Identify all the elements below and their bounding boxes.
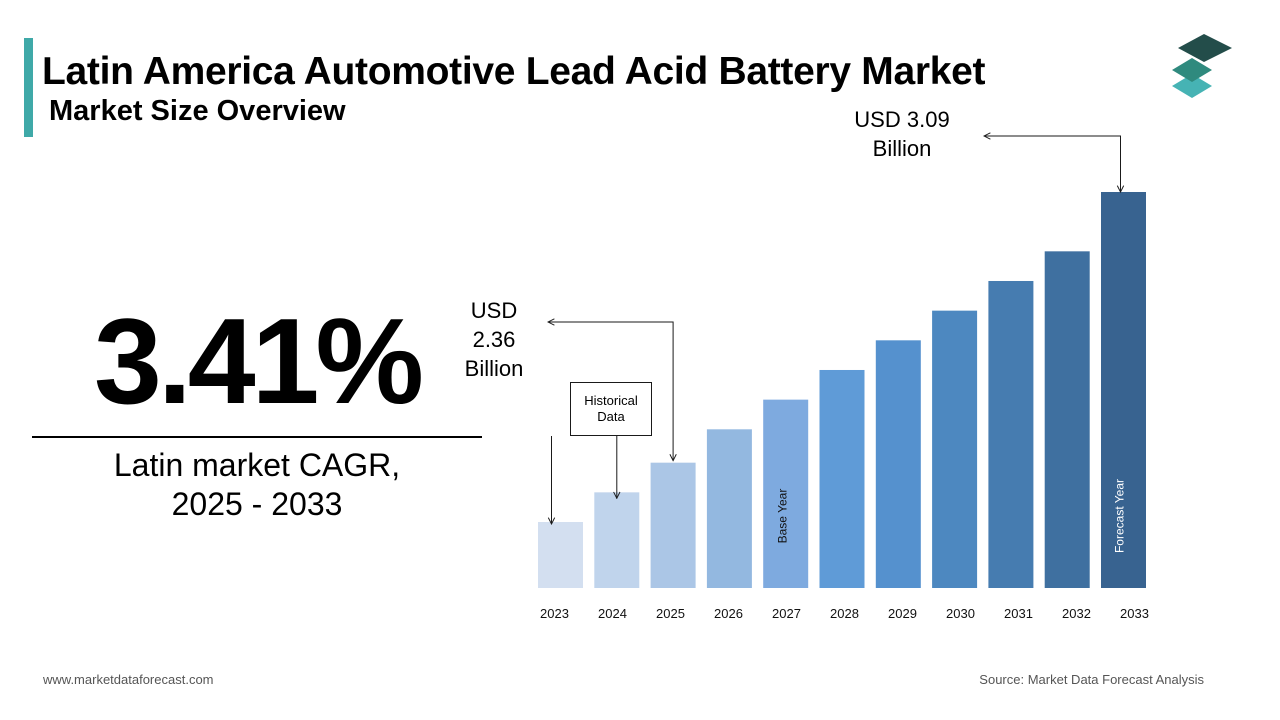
x-tick-label-2027: 2027: [772, 606, 801, 621]
bar-annotations: Base Year Forecast Year: [776, 479, 1127, 553]
x-tick-label-2031: 2031: [1004, 606, 1033, 621]
start-value-arrow: [548, 322, 673, 461]
start-callout-line3: Billion: [464, 356, 524, 381]
start-callout-line2: 2.36: [472, 327, 516, 352]
page-subtitle: Market Size Overview: [49, 95, 346, 127]
cagr-label-line1: Latin market CAGR,: [113, 447, 401, 483]
bar-2023: [538, 522, 583, 588]
bar-series: [538, 192, 1146, 588]
cagr-label-line2: 2025 - 2033: [171, 486, 343, 522]
bar-2025: [650, 462, 696, 588]
x-tick-label-2024: 2024: [598, 606, 627, 621]
callout-connectors: [548, 136, 1121, 524]
bar-2033: [1101, 192, 1146, 588]
bar-2029: [875, 340, 921, 588]
annotation-base-year: Base Year: [776, 489, 790, 544]
historical-line1: Historical: [584, 393, 638, 408]
x-tick-label-2023: 2023: [540, 606, 569, 621]
bar-2030: [932, 310, 978, 588]
annotation-forecast-year: Forecast Year: [1113, 479, 1127, 553]
start-callout-line1: USD: [470, 298, 518, 323]
x-tick-label-2033: 2033: [1120, 606, 1149, 621]
x-axis-tick-labels: 2023 2024 2025 2026 2027 2028 2029 2030 2031 2032…: [540, 606, 1149, 621]
x-tick-label-2025: 2025: [656, 606, 685, 621]
bar-2031: [988, 280, 1034, 588]
company-logo-icon: [1172, 34, 1232, 98]
bar-2027: [763, 399, 809, 588]
source-note: Source: Market Data Forecast Analysis: [979, 672, 1204, 687]
start-value-callout: USD 2.36 Billion: [454, 296, 534, 383]
bar-2026: [706, 429, 752, 588]
end-value-callout: USD 3.09 Billion: [842, 105, 962, 163]
website-url: www.marketdataforecast.com: [43, 672, 214, 687]
x-tick-label-2032: 2032: [1062, 606, 1091, 621]
bar-2028: [819, 369, 865, 588]
x-tick-label-2026: 2026: [714, 606, 743, 621]
x-tick-label-2028: 2028: [830, 606, 859, 621]
bar-2032: [1044, 251, 1090, 588]
x-tick-label-2029: 2029: [888, 606, 917, 621]
title-accent-bar: [24, 38, 33, 137]
x-tick-label-2030: 2030: [946, 606, 975, 621]
historical-line2: Data: [597, 409, 625, 424]
cagr-value: 3.41%: [94, 293, 424, 429]
end-callout-line2: Billion: [872, 136, 932, 161]
cagr-label: Latin market CAGR, 2025 - 2033: [32, 446, 482, 524]
end-callout-line1: USD 3.09: [854, 107, 950, 132]
cagr-divider: [32, 436, 482, 438]
end-value-arrow: [984, 136, 1121, 192]
page-title: Latin America Automotive Lead Acid Batte…: [42, 50, 986, 93]
historical-data-box: Historical Data: [570, 382, 652, 436]
bar-2024: [594, 492, 640, 588]
